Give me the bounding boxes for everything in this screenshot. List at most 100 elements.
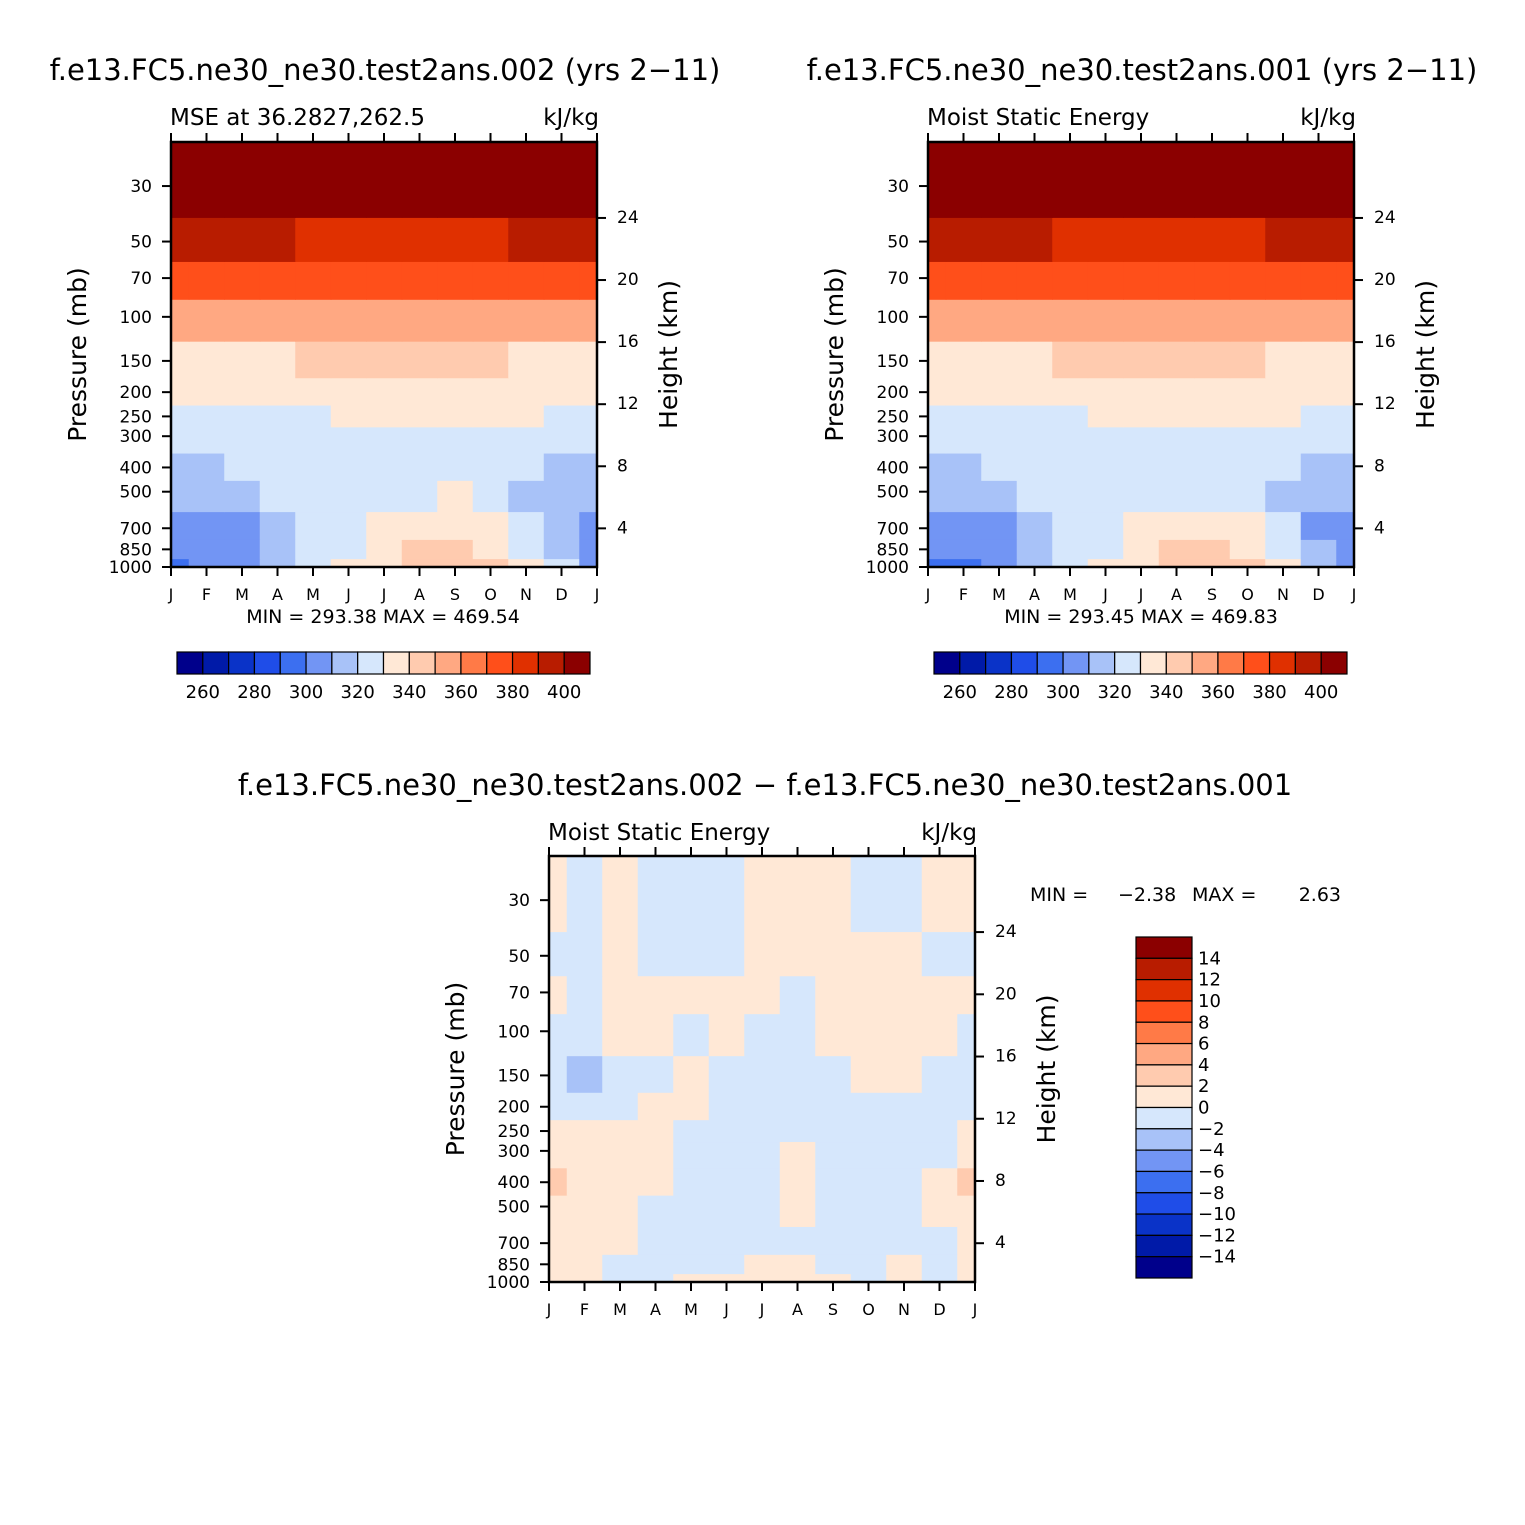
y-tick-label: 150 xyxy=(120,352,152,372)
colorbar-label: 360 xyxy=(444,682,478,703)
contour-cell xyxy=(850,856,887,881)
height-tick-label: 12 xyxy=(617,394,639,414)
contour-cell xyxy=(945,404,982,428)
contour-cell xyxy=(886,1092,923,1121)
contour-cell xyxy=(921,1141,958,1169)
contour-cell xyxy=(366,377,403,406)
contour-cell xyxy=(1300,341,1337,379)
contour-cell xyxy=(508,452,545,481)
colorbar-label: 10 xyxy=(1198,991,1221,1012)
contour-cell xyxy=(1087,480,1124,513)
contour-cell xyxy=(472,166,509,218)
colorbar-box xyxy=(1135,957,1193,981)
contour-cell xyxy=(957,931,975,977)
contour-cell xyxy=(945,261,982,300)
contour-cell xyxy=(1229,511,1266,540)
contour-cell xyxy=(1229,299,1266,342)
contour-cell xyxy=(1336,426,1354,454)
contour-cell xyxy=(437,511,474,540)
contour-cell xyxy=(566,1167,603,1196)
x-tick-label: N xyxy=(1277,585,1289,604)
contour-cell xyxy=(1052,341,1089,379)
contour-cell xyxy=(472,217,509,262)
contour-cell xyxy=(295,217,332,262)
panel3-subtitle-right: kJ/kg xyxy=(921,820,977,846)
contour-cell xyxy=(981,452,1018,481)
panel1-min-max: MIN = 293.38 MAX = 469.54 xyxy=(246,606,520,628)
contour-cell xyxy=(366,539,403,560)
contour-cell xyxy=(566,1226,603,1255)
contour-cell xyxy=(1194,539,1231,560)
y-tick-label: 70 xyxy=(887,269,909,289)
contour-cell xyxy=(1052,426,1089,454)
contour-cell xyxy=(508,142,545,167)
x-tick-label: O xyxy=(484,585,497,604)
contour-cell xyxy=(543,511,580,540)
contour-cell xyxy=(602,856,639,881)
contour-cell xyxy=(543,341,580,379)
colorbar-box xyxy=(1135,1213,1193,1236)
contour-cell xyxy=(744,1055,781,1093)
contour-cell xyxy=(602,1254,639,1275)
contour-cell xyxy=(330,341,367,379)
contour-cell xyxy=(708,1273,745,1282)
contour-cell xyxy=(779,1119,816,1143)
height-tick-label: 4 xyxy=(995,1233,1006,1253)
contour-cell xyxy=(957,1092,975,1121)
colorbar-label: 400 xyxy=(547,682,581,703)
contour-cell xyxy=(549,1167,568,1196)
contour-cell xyxy=(472,480,509,513)
y-tick-label: 850 xyxy=(877,540,909,560)
contour-cell xyxy=(637,1141,674,1169)
contour-cell xyxy=(171,404,190,428)
y-tick-label: 700 xyxy=(498,1234,530,1254)
panel1-cells xyxy=(171,142,597,567)
contour-cell xyxy=(1016,341,1053,379)
contour-cell xyxy=(579,452,597,481)
contour-cell xyxy=(850,1092,887,1121)
contour-cell xyxy=(295,341,332,379)
contour-cell xyxy=(366,217,403,262)
contour-cell xyxy=(1336,299,1354,342)
contour-cell xyxy=(472,452,509,481)
contour-cell xyxy=(1265,426,1302,454)
contour-cell xyxy=(1194,480,1231,513)
contour-cell xyxy=(945,452,982,481)
contour-cell xyxy=(1265,539,1302,560)
contour-cell xyxy=(1087,539,1124,560)
y-tick-label: 700 xyxy=(877,519,909,539)
contour-cell xyxy=(188,480,225,513)
contour-cell xyxy=(957,1013,975,1057)
contour-cell xyxy=(1123,511,1160,540)
y-tick-label: 300 xyxy=(877,427,909,447)
contour-cell xyxy=(549,1141,568,1169)
colorbar-label: 12 xyxy=(1198,970,1221,991)
contour-cell xyxy=(1265,166,1302,218)
y-tick-label: 30 xyxy=(887,177,909,197)
panel3-subtitle-left: Moist Static Energy xyxy=(548,820,770,846)
contour-cell xyxy=(1123,341,1160,379)
contour-cell xyxy=(543,166,580,218)
contour-cell xyxy=(673,880,710,933)
panel2-min-max: MIN = 293.45 MAX = 469.83 xyxy=(1004,606,1278,628)
contour-cell xyxy=(224,341,261,379)
contour-cell xyxy=(637,1226,674,1255)
contour-cell xyxy=(1336,404,1354,428)
contour-cell xyxy=(921,1092,958,1121)
contour-cell xyxy=(1123,142,1160,167)
contour-cell xyxy=(886,1195,923,1227)
contour-cell xyxy=(549,856,568,881)
contour-cell xyxy=(259,261,296,300)
x-tick-label: M xyxy=(684,1300,698,1319)
colorbar-label: −2 xyxy=(1198,1119,1225,1140)
contour-cell xyxy=(673,1141,710,1169)
contour-cell xyxy=(259,452,296,481)
contour-cell xyxy=(437,558,474,567)
contour-cell xyxy=(957,1141,975,1169)
x-tick-label: M xyxy=(613,1300,627,1319)
colorbar-label: 360 xyxy=(1201,682,1235,703)
contour-cell xyxy=(1123,480,1160,513)
